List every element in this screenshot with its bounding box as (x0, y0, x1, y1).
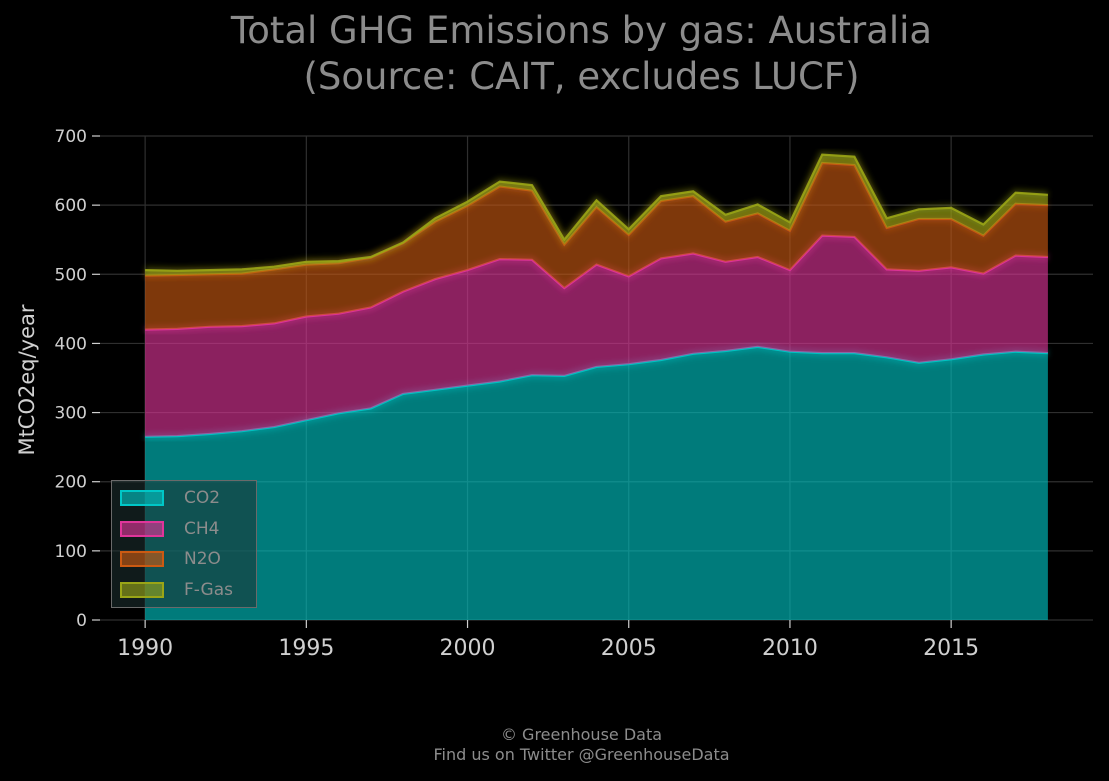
legend: CO2 CH4 N2O F-Gas (111, 480, 257, 608)
line-f-gas (145, 153, 1048, 272)
legend-label-ch4: CH4 (184, 518, 220, 539)
legend-swatch-co2 (120, 490, 164, 506)
legend-swatch-n2o (120, 551, 164, 567)
legend-label-f-gas: F-Gas (184, 579, 233, 600)
area-ch4 (145, 235, 1048, 437)
chart-title-line-1: Total GHG Emissions by gas: Australia (230, 9, 933, 52)
y-tick-label: 100 (55, 542, 87, 562)
area-co2 (145, 346, 1048, 620)
credit-copyright: © Greenhouse Data (500, 725, 663, 744)
y-tick-label: 700 (55, 127, 87, 147)
x-tick-label: 2010 (762, 636, 818, 661)
legend-swatch-ch4 (120, 520, 164, 537)
y-tick-label: 600 (55, 196, 87, 216)
y-tick-label: 500 (55, 265, 87, 285)
legend-label-co2: CO2 (184, 488, 221, 508)
y-tick-label: 400 (55, 334, 87, 354)
legend-label-n2o: N2O (184, 549, 221, 569)
area-n2o (145, 163, 1048, 330)
axes: 0 100 200 300 400 500 600 700 1990 1995 2000 2005 20… (55, 127, 980, 661)
x-tick-label: 1995 (278, 636, 334, 661)
y-tick-label: 200 (55, 473, 87, 493)
credit: © Greenhouse Data Find us on Twitter @Gr… (0, 725, 1109, 765)
x-tick-label: 2005 (601, 636, 657, 661)
chart-title: Total GHG Emissions by gas: Australia (S… (0, 8, 1109, 100)
x-tick-label: 2015 (923, 636, 979, 661)
chart-title-line-2: (Source: CAIT, excludes LUCF) (303, 55, 860, 98)
x-tick-label: 1990 (117, 636, 173, 661)
x-tick-label: 2000 (440, 636, 496, 661)
legend-swatch-f-gas (120, 581, 164, 598)
y-tick-label: 0 (76, 611, 87, 631)
y-tick-label: 300 (55, 404, 87, 424)
credit-twitter: Find us on Twitter @GreenhouseData (433, 745, 730, 764)
y-axis-label: MtCO2eq/year (15, 304, 39, 455)
stacked-areas (145, 151, 1049, 620)
